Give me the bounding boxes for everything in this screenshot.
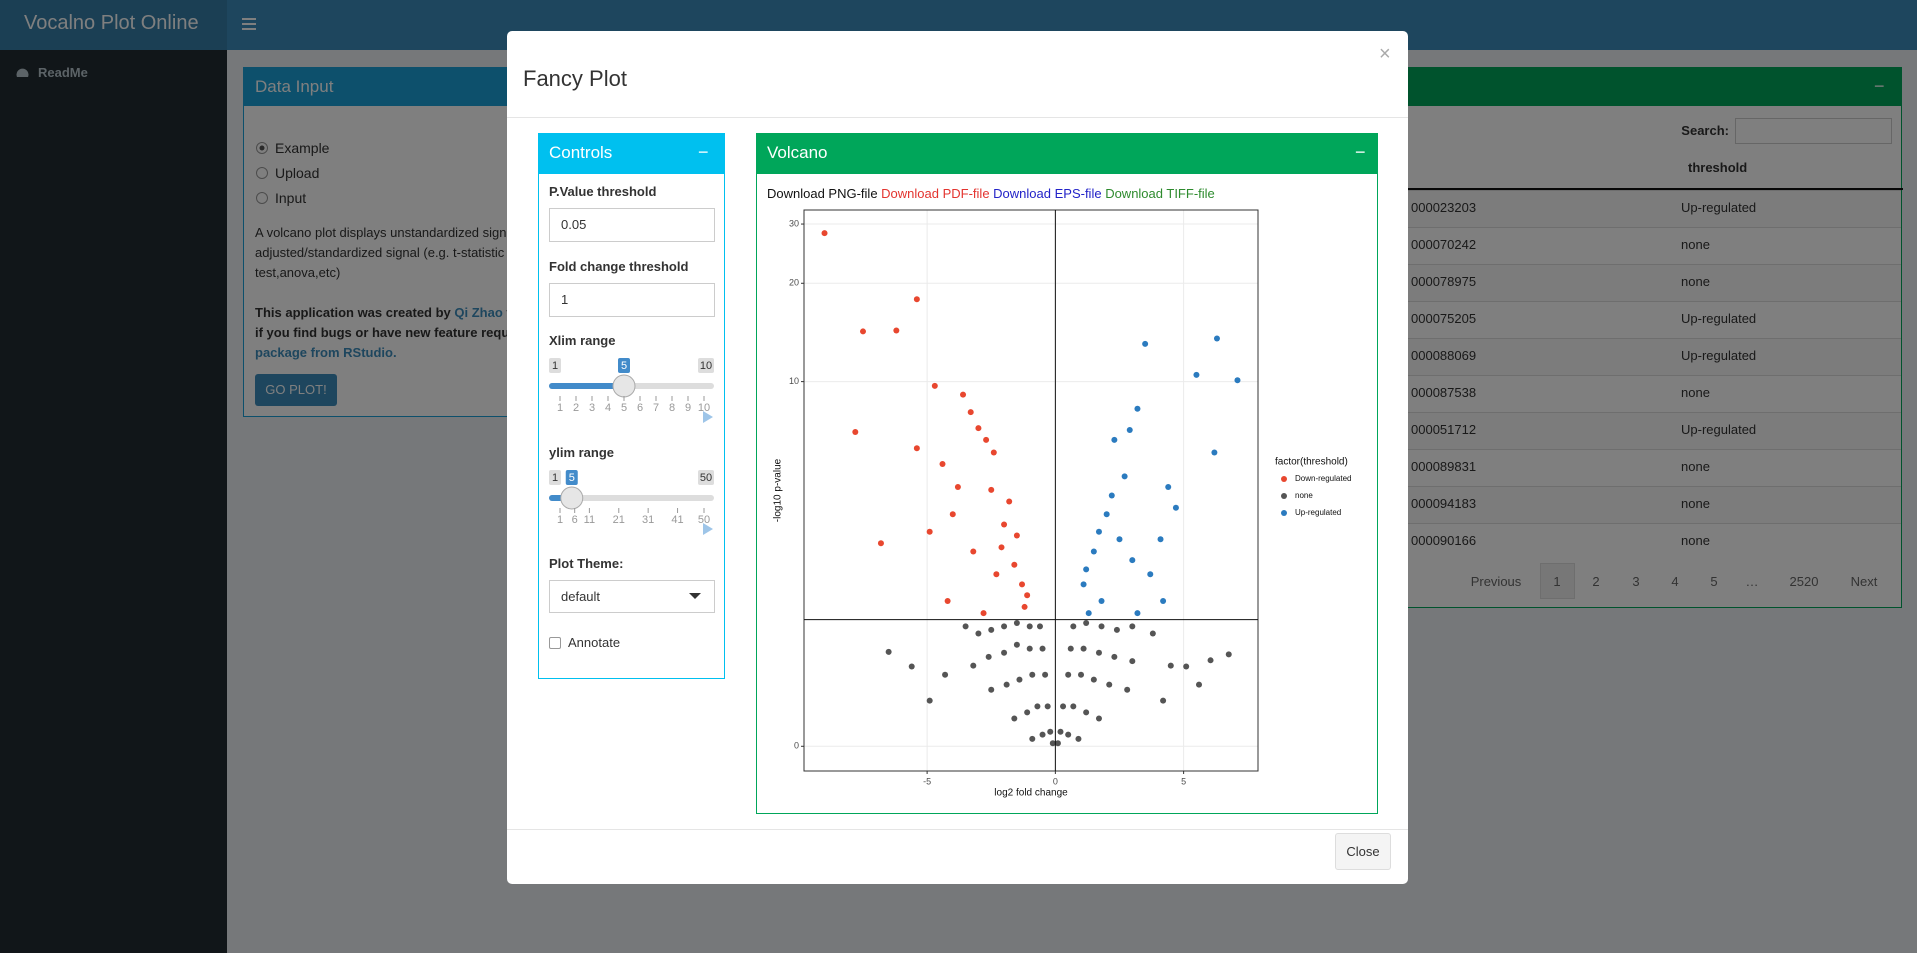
close-button[interactable]: Close: [1335, 833, 1391, 870]
box-title: Volcano: [767, 143, 828, 162]
fold-input[interactable]: 1: [549, 283, 715, 317]
checkbox-label[interactable]: Annotate: [568, 635, 621, 650]
download-link[interactable]: Download TIFF-file: [1105, 186, 1215, 201]
pvalue-input[interactable]: 0.05: [549, 208, 715, 242]
box-header: [539, 134, 724, 174]
box-title: Controls: [549, 143, 613, 162]
modal-title: Fancy Plot: [523, 66, 627, 91]
download-link[interactable]: Download PNG-file: [767, 186, 878, 201]
button-label: Close: [1346, 844, 1380, 859]
box-header: [757, 134, 1377, 174]
field-label: Xlim range: [549, 333, 616, 348]
modal: Fancy Plot × Close Controls − P.Value th…: [507, 31, 1408, 884]
controls-box: Controls − P.Value threshold 0.05 Fold c…: [538, 133, 725, 679]
caret: [689, 593, 701, 599]
download-link[interactable]: Download EPS-file: [993, 186, 1102, 201]
divider: [507, 117, 1408, 118]
collapse-button[interactable]: −: [1355, 142, 1366, 162]
checkbox[interactable]: [549, 637, 561, 649]
input-value: 1: [561, 292, 569, 307]
field-label: P.Value threshold: [549, 184, 657, 199]
field-label: Fold change threshold: [549, 259, 689, 274]
input-value: 0.05: [561, 217, 587, 232]
collapse-button[interactable]: −: [698, 142, 709, 162]
field-label: Plot Theme:: [549, 556, 624, 571]
volcano-box: Volcano − Download PNG-file Download PDF…: [756, 133, 1378, 814]
download-links: Download PNG-file Download PDF-file Down…: [767, 185, 1215, 203]
select-value: default: [561, 589, 601, 604]
modal-close-icon[interactable]: ×: [1379, 43, 1391, 65]
download-link[interactable]: Download PDF-file: [881, 186, 990, 201]
divider: [507, 829, 1408, 830]
theme-select[interactable]: default: [549, 580, 715, 613]
field-label: ylim range: [549, 445, 615, 460]
